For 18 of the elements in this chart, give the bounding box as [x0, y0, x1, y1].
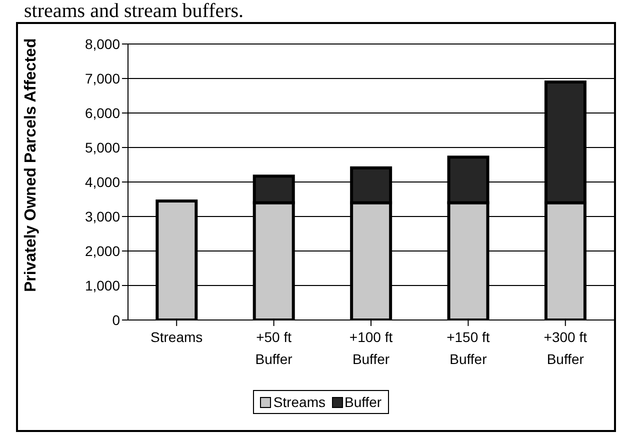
- y-tick-label: 7,000: [84, 70, 120, 86]
- x-tick-label: +300 ft Buffer: [544, 329, 588, 367]
- y-tick-label: 5,000: [84, 139, 120, 156]
- y-tick-label: 2,000: [84, 242, 120, 259]
- legend-label: Buffer: [344, 394, 382, 410]
- x-tick-label: +100 ft Buffer: [349, 329, 393, 367]
- y-tick-label: 1,000: [84, 277, 120, 294]
- y-axis-title: Privately Owned Parcels Affected: [22, 38, 40, 292]
- text: streams and stream buffers.: [24, 0, 245, 22]
- legend-label: Streams: [272, 394, 326, 410]
- y-tick-label: 3,000: [84, 208, 120, 224]
- y-tick-label: 0: [112, 312, 120, 328]
- x-tick-label: Streams: [150, 329, 203, 345]
- x-tick-label: +50 ft Buffer: [255, 329, 293, 367]
- y-tick-label: 4,000: [84, 174, 120, 190]
- x-tick-label: +150 ft Buffer: [446, 329, 490, 367]
- y-tick-label: 8,000: [84, 36, 120, 52]
- y-tick-label: 6,000: [84, 104, 120, 121]
